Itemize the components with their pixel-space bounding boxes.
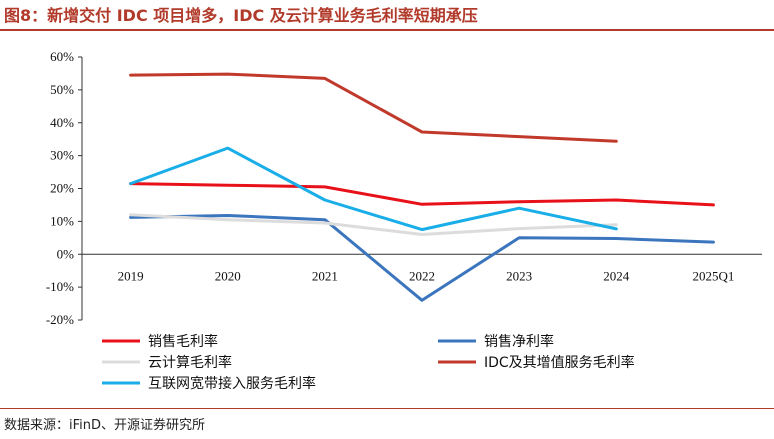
x-tick-label: 2024 xyxy=(603,268,630,283)
x-tick-label: 2019 xyxy=(118,268,144,283)
series-line-1 xyxy=(129,182,715,207)
chart-axes: 60% 50% 40% 30% 20% 10% 0% -10% -20% 2019 2020 2021… xyxy=(46,49,762,327)
legend-label: 互联网宽带接入服务毛利率 xyxy=(148,375,316,392)
series-line-4 xyxy=(129,72,618,143)
y-tick-label: 60% xyxy=(50,49,74,64)
legend-label: IDC及其增值服务毛利率 xyxy=(484,354,635,371)
y-tick-label: 50% xyxy=(50,82,74,97)
figure-title: 图8：新增交付 IDC 项目增多，IDC 及云计算业务毛利率短期承压 xyxy=(4,6,478,25)
x-tick-label: 2023 xyxy=(506,268,532,283)
legend-label: 销售净利率 xyxy=(484,333,554,350)
y-tick-label: 0% xyxy=(57,246,75,261)
source-divider xyxy=(0,408,774,409)
chart-series xyxy=(129,72,715,302)
source-note: 数据来源：iFinD、开源证券研究所 xyxy=(4,418,206,433)
line-chart: 60% 50% 40% 30% 20% 10% 0% -10% -20% 2019 2020 2021… xyxy=(46,49,762,392)
series-line-5 xyxy=(129,146,618,232)
x-tick-label: 2021 xyxy=(312,268,338,283)
y-tick-label: -10% xyxy=(46,279,74,294)
y-tick-label: 20% xyxy=(50,181,74,196)
y-tick-label: 30% xyxy=(50,148,74,163)
y-tick-label: 10% xyxy=(50,213,74,228)
y-tick-label: -20% xyxy=(46,312,74,327)
x-tick-label: 2022 xyxy=(409,268,435,283)
x-tick-label: 2025Q1 xyxy=(692,268,734,283)
x-tick-label: 2020 xyxy=(215,268,241,283)
series-line-2 xyxy=(129,214,715,302)
legend-label: 云计算毛利率 xyxy=(148,354,232,371)
title-divider xyxy=(0,29,774,31)
series-line-3 xyxy=(129,213,618,236)
legend-label: 销售毛利率 xyxy=(148,333,218,350)
y-tick-label: 40% xyxy=(50,115,74,130)
